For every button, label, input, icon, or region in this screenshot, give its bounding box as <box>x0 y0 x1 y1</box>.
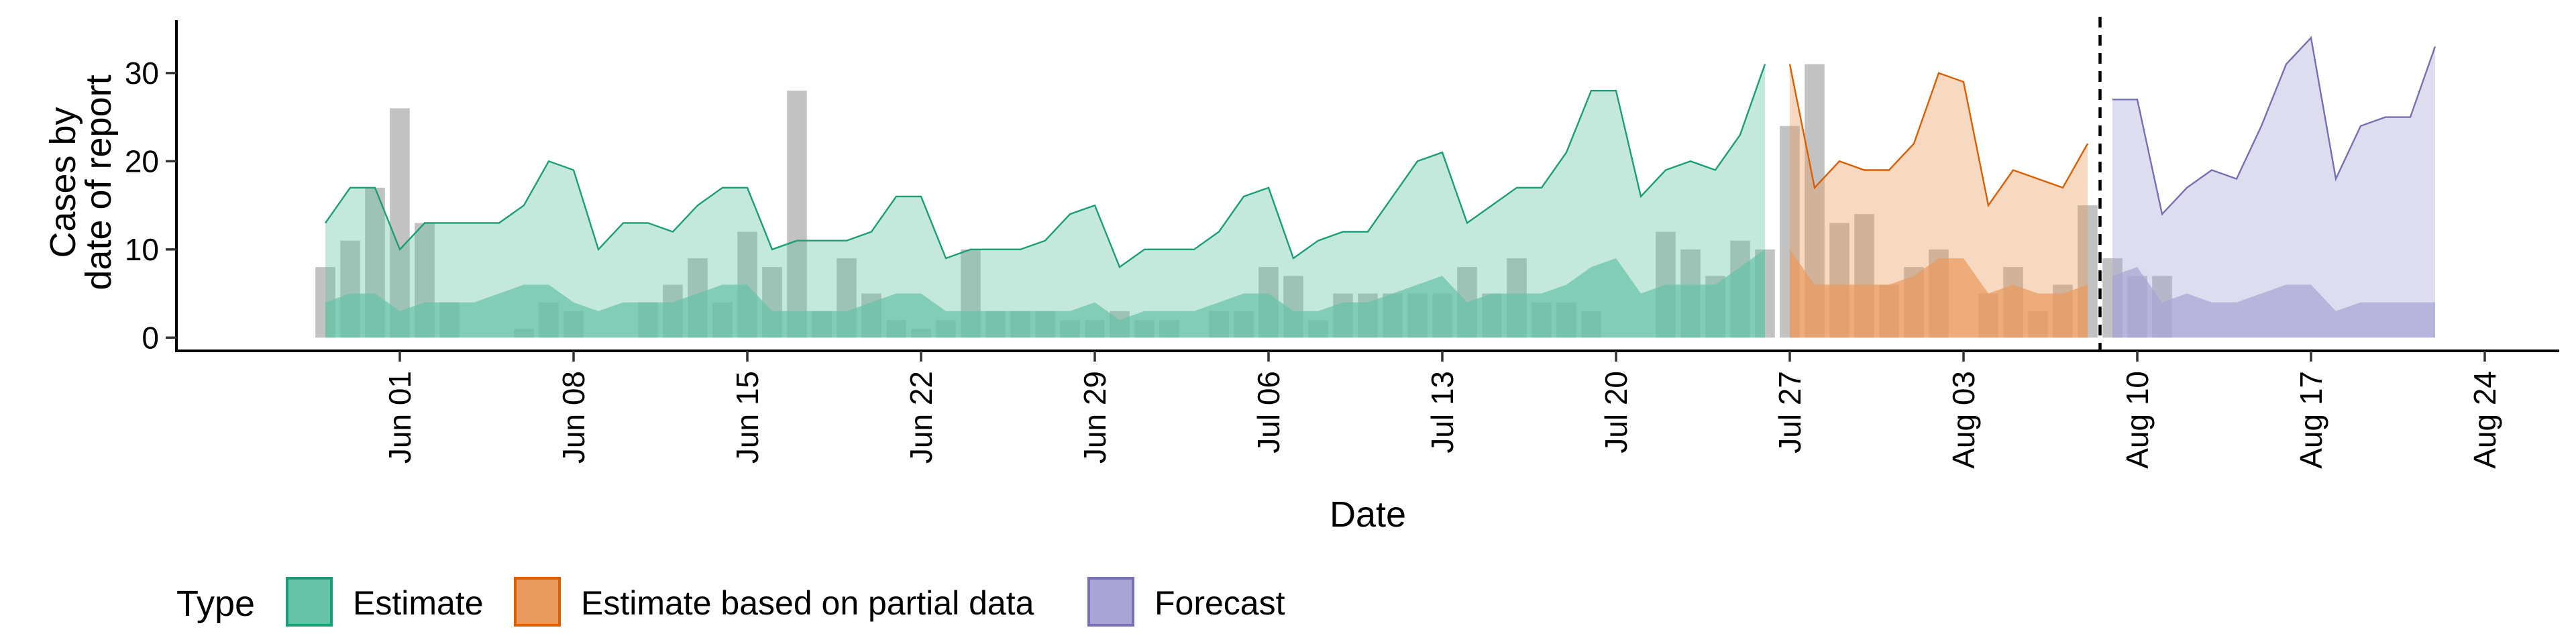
x-tick-label: Aug 03 <box>1946 371 1981 469</box>
ribbon-outline-estimate-based-on-partial-data <box>1788 64 2089 208</box>
ribbon-inner-forecast <box>2112 267 2435 338</box>
ribbon-outline-estimate <box>325 64 1766 268</box>
x-tick-label: Jun 08 <box>556 371 591 464</box>
observed-bar <box>787 91 807 338</box>
legend-key <box>514 577 561 627</box>
x-tick-label: Jul 06 <box>1251 371 1286 453</box>
ribbon-outer-forecast <box>2112 38 2435 338</box>
x-axis-title: Date <box>1330 494 1406 535</box>
ribbon-outer-estimate-based-on-partial-data <box>1790 64 2088 338</box>
x-tick-label: Aug 24 <box>2467 371 2502 469</box>
x-tick-label: Aug 10 <box>2120 371 2155 469</box>
legend-label: Estimate <box>353 584 484 622</box>
y-tick-label: 20 <box>125 144 159 178</box>
x-tick-label: Jul 27 <box>1772 371 1807 453</box>
y-tick-label: 0 <box>142 320 159 355</box>
x-tick-label: Jul 20 <box>1599 371 1633 453</box>
legend-key <box>1087 577 1134 627</box>
x-tick-label: Jul 13 <box>1425 371 1460 453</box>
x-tick-label: Jun 15 <box>730 371 765 464</box>
ribbons-layer <box>325 36 2436 338</box>
ribbon-inner-estimate <box>325 249 1765 338</box>
y-axis-title-line-1: Cases by <box>43 107 83 258</box>
legend-label: Forecast <box>1155 584 1285 622</box>
y-axis-title-line-2: date of report <box>78 74 119 290</box>
x-tick-label: Aug 17 <box>2294 371 2328 469</box>
x-tick-label: Jun 22 <box>904 371 938 464</box>
legend-key <box>286 577 333 627</box>
y-tick-label: 10 <box>125 232 159 267</box>
legend: Type Estimate Estimate based on partial da… <box>176 577 1285 627</box>
observed-bar <box>390 108 410 338</box>
legend-title: Type <box>176 584 255 624</box>
x-tick-label: Jun 01 <box>382 371 417 464</box>
ribbon-outline-forecast <box>2112 36 2436 216</box>
legend-label: Estimate based on partial data <box>581 584 1034 622</box>
axes-layer: 0 10 20 30 Jun 01 Jun 08 Jun 15 Jun 22 Jun 29 Jul… <box>43 20 2559 535</box>
x-tick-label: Jun 29 <box>1077 371 1112 464</box>
ribbon-inner-estimate-based-on-partial-data <box>1790 249 2088 338</box>
y-tick-label: 30 <box>125 56 159 91</box>
ribbon-outer-estimate <box>325 64 1765 338</box>
